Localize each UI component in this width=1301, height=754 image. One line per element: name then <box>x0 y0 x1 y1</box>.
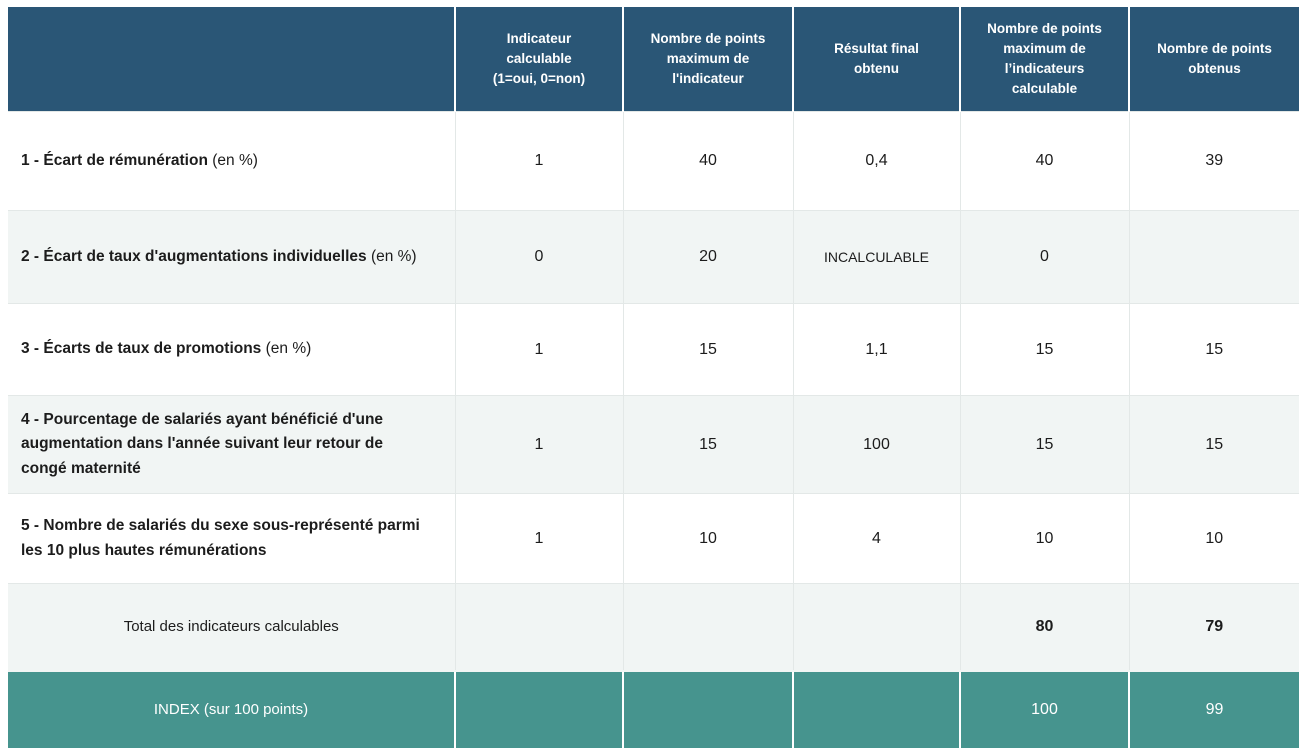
index-max-calculable: 100 <box>959 670 1129 748</box>
cell-calculable <box>454 583 623 671</box>
cell-points: 15 <box>1128 395 1299 494</box>
header-max-points-calculable: Nombre de points maximum de l’indicateur… <box>959 7 1129 112</box>
egapro-index-table: Indicateur calculable (1=oui, 0=non) Nom… <box>8 7 1299 748</box>
cell-calculable <box>454 670 623 748</box>
row-title: 3 - Écarts de taux de promotions <box>21 340 262 358</box>
header-final-result: Résultat final obtenu <box>792 7 960 112</box>
row-label: 3 - Écarts de taux de promotions (en %) <box>8 303 455 396</box>
cell-max-points <box>622 670 793 748</box>
total-row: Total des indicateurs calculables 80 79 <box>8 583 1299 671</box>
cell-result: 0,4 <box>792 111 960 211</box>
total-max-calculable: 80 <box>959 583 1129 671</box>
row-title: 1 - Écart de rémunération <box>21 151 208 169</box>
header-calculable: Indicateur calculable (1=oui, 0=non) <box>454 7 623 112</box>
cell-max-points: 20 <box>622 210 793 304</box>
index-points: 99 <box>1128 670 1299 748</box>
cell-max-points: 40 <box>622 111 793 211</box>
index-label: INDEX (sur 100 points) <box>8 670 455 748</box>
cell-calculable: 0 <box>454 210 623 304</box>
index-row: INDEX (sur 100 points) 100 99 <box>8 670 1299 748</box>
cell-max-points <box>622 583 793 671</box>
cell-points <box>1128 210 1299 304</box>
cell-calculable: 1 <box>454 303 623 396</box>
cell-result <box>792 583 960 671</box>
table-row-indicator-4: 4 - Pourcentage de salariés ayant bénéfi… <box>8 395 1299 494</box>
cell-max-points: 10 <box>622 493 793 584</box>
cell-result: 1,1 <box>792 303 960 396</box>
row-unit: (en %) <box>265 340 312 358</box>
cell-max-points: 15 <box>622 395 793 494</box>
row-title: 5 - Nombre de salariés du sexe sous-repr… <box>21 517 420 559</box>
cell-calculable: 1 <box>454 111 623 211</box>
cell-max-points: 15 <box>622 303 793 396</box>
row-label: 2 - Écart de taux d'augmentations indivi… <box>8 210 455 304</box>
cell-max-calculable: 0 <box>959 210 1129 304</box>
header-row: Indicateur calculable (1=oui, 0=non) Nom… <box>8 7 1299 112</box>
header-max-points-indicator: Nombre de points maximum de l'indicateur <box>622 7 793 112</box>
total-points: 79 <box>1128 583 1299 671</box>
cell-result: 100 <box>792 395 960 494</box>
cell-result: INCALCULABLE <box>792 210 960 304</box>
row-label: 1 - Écart de rémunération (en %) <box>8 111 455 211</box>
cell-points: 10 <box>1128 493 1299 584</box>
row-label: 4 - Pourcentage de salariés ayant bénéfi… <box>8 395 455 494</box>
row-label: 5 - Nombre de salariés du sexe sous-repr… <box>8 493 455 584</box>
table-row-indicator-3: 3 - Écarts de taux de promotions (en %) … <box>8 303 1299 396</box>
cell-points: 39 <box>1128 111 1299 211</box>
row-title: 2 - Écart de taux d'augmentations indivi… <box>21 247 367 265</box>
cell-max-calculable: 15 <box>959 303 1129 396</box>
cell-calculable: 1 <box>454 395 623 494</box>
row-unit: (en %) <box>212 151 258 169</box>
header-indicator <box>8 7 455 112</box>
row-unit: (en %) <box>370 247 417 265</box>
cell-points: 15 <box>1128 303 1299 396</box>
cell-result: 4 <box>792 493 960 584</box>
header-points-obtained: Nombre de points obtenus <box>1128 7 1299 112</box>
cell-calculable: 1 <box>454 493 623 584</box>
table-row-indicator-1: 1 - Écart de rémunération (en %) 1 40 0,… <box>8 111 1299 211</box>
table-row-indicator-2: 2 - Écart de taux d'augmentations indivi… <box>8 210 1299 304</box>
cell-max-calculable: 15 <box>959 395 1129 494</box>
table-row-indicator-5: 5 - Nombre de salariés du sexe sous-repr… <box>8 493 1299 584</box>
cell-result <box>792 670 960 748</box>
cell-max-calculable: 40 <box>959 111 1129 211</box>
row-title: 4 - Pourcentage de salariés ayant bénéfi… <box>21 411 384 477</box>
total-label: Total des indicateurs calculables <box>8 583 455 671</box>
cell-max-calculable: 10 <box>959 493 1129 584</box>
